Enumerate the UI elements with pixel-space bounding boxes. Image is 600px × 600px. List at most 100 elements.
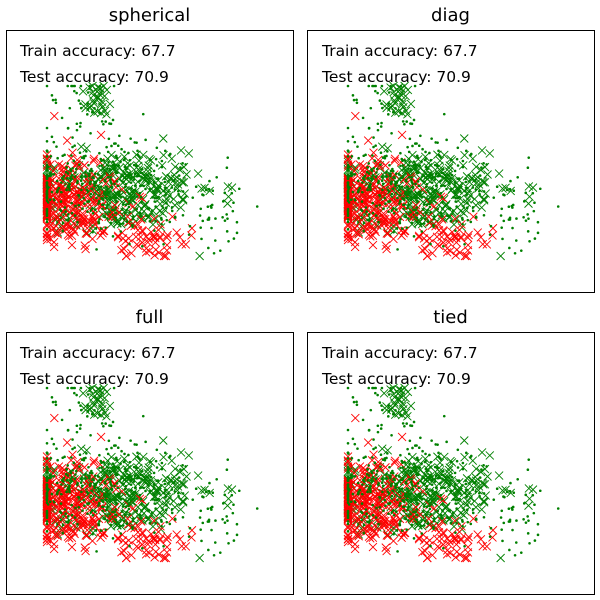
scatter-point-green-dot — [76, 483, 79, 487]
scatter-point-green-dot — [408, 492, 411, 496]
scatter-point-green-dot — [421, 510, 425, 513]
scatter-point-green-dot — [142, 184, 146, 188]
scatter-point-green-x — [390, 99, 400, 108]
scatter-point-red-x — [452, 238, 461, 247]
scatter-point-green-x — [176, 505, 186, 514]
scatter-point-green-dot — [356, 481, 360, 485]
subplot-axes-spherical: Train accuracy: 67.7 Test accuracy: 70.9 — [6, 30, 294, 293]
scatter-point-green-x — [454, 185, 463, 195]
scatter-point-green-dot — [412, 510, 415, 514]
subplot-title-diag: diag — [431, 5, 470, 26]
scatter-point-red-x — [136, 534, 145, 544]
scatter-point-green-dot — [82, 498, 86, 502]
scatter-point-green-dot — [102, 460, 106, 464]
scatter-point-green-dot — [509, 179, 512, 183]
scatter-point-green-dot — [173, 215, 177, 219]
scatter-point-green-dot — [381, 490, 384, 494]
scatter-point-green-dot — [346, 228, 350, 231]
scatter-point-green-dot — [366, 177, 370, 180]
scatter-point-red-x — [50, 197, 59, 206]
scatter-point-green-dot — [65, 490, 68, 494]
scatter-point-green-dot — [514, 541, 518, 544]
scatter-point-green-dot — [526, 213, 529, 216]
scatter-point-green-dot — [77, 505, 81, 509]
scatter-point-green-dot — [415, 508, 419, 511]
scatter-point-green-dot — [455, 521, 458, 525]
scatter-point-green-dot — [360, 200, 364, 203]
scatter-point-green-dot — [439, 513, 443, 517]
scatter-point-green-dot — [413, 444, 417, 447]
scatter-point-green-dot — [135, 207, 139, 211]
scatter-point-green-dot — [117, 192, 121, 195]
scatter-point-green-dot — [97, 504, 100, 507]
scatter-point-green-dot — [123, 513, 127, 517]
scatter-point-green-dot — [436, 175, 440, 178]
scatter-point-green-dot — [454, 498, 458, 502]
scatter-point-red-x — [131, 534, 141, 544]
scatter-point-green-dot — [376, 167, 379, 171]
scatter-point-green-x — [390, 108, 400, 118]
scatter-point-green-dot — [371, 211, 375, 215]
scatter-point-green-dot — [129, 137, 132, 140]
scatter-point-green-x — [390, 393, 399, 402]
scatter-point-green-dot — [401, 466, 405, 469]
scatter-point-green-x — [459, 134, 469, 143]
scatter-point-red-x — [136, 232, 145, 242]
scatter-point-green-dot — [528, 239, 531, 243]
scatter-point-red-x — [119, 244, 129, 254]
scatter-point-green-dot — [395, 528, 399, 532]
scatter-point-green-dot — [407, 505, 410, 508]
scatter-point-green-dot — [194, 185, 198, 188]
scatter-point-red-x — [343, 150, 353, 159]
scatter-point-green-dot — [208, 481, 211, 485]
scatter-point-red-x — [141, 247, 151, 257]
scatter-point-green-dot — [70, 211, 74, 215]
scatter-point-green-dot — [66, 474, 70, 477]
scatter-point-green-dot — [99, 487, 103, 491]
scatter-point-green-dot — [443, 475, 447, 479]
scatter-point-green-dot — [367, 185, 371, 189]
scatter-point-green-dot — [421, 497, 424, 501]
scatter-point-green-x — [506, 488, 516, 498]
scatter-point-green-dot — [105, 487, 108, 491]
scatter-point-green-dot — [194, 487, 198, 490]
scatter-point-green-dot — [88, 474, 91, 478]
scatter-point-green-x — [120, 173, 130, 182]
scatter-point-green-dot — [212, 553, 216, 557]
scatter-point-green-dot — [376, 469, 379, 473]
scatter-point-green-dot — [211, 189, 215, 193]
scatter-point-red-x — [414, 231, 424, 241]
scatter-point-green-dot — [412, 160, 416, 163]
scatter-point-green-dot — [114, 211, 118, 214]
scatter-point-green-dot — [410, 175, 414, 179]
scatter-point-green-dot — [371, 476, 374, 479]
scatter-point-green-dot — [105, 185, 108, 189]
scatter-point-green-dot — [373, 159, 377, 163]
scatter-point-red-x — [424, 519, 434, 529]
scatter-point-green-dot — [394, 106, 397, 110]
scatter-point-green-dot — [138, 211, 142, 215]
scatter-point-green-dot — [132, 517, 135, 520]
scatter-point-green-dot — [346, 451, 350, 454]
scatter-point-green-dot — [410, 480, 413, 484]
scatter-point-green-dot — [456, 177, 459, 181]
scatter-point-green-dot — [133, 195, 136, 198]
scatter-point-red-x — [50, 499, 59, 508]
scatter-point-green-dot — [86, 415, 89, 418]
scatter-point-green-dot — [70, 476, 73, 479]
scatter-point-green-dot — [66, 84, 70, 88]
scatter-point-green-dot — [214, 519, 217, 522]
scatter-point-green-dot — [425, 203, 429, 207]
scatter-point-green-dot — [52, 500, 56, 504]
scatter-point-green-x — [470, 496, 479, 506]
scatter-point-green-dot — [79, 102, 82, 105]
scatter-point-green-dot — [181, 161, 184, 165]
scatter-point-green-dot — [466, 520, 470, 524]
scatter-point-green-dot — [397, 173, 401, 176]
scatter-point-green-dot — [170, 508, 174, 511]
scatter-point-red-x — [71, 208, 81, 218]
scatter-point-green-dot — [473, 178, 477, 182]
scatter-point-green-dot — [461, 524, 464, 528]
scatter-point-green-dot — [412, 235, 416, 238]
scatter-point-green-dot — [76, 181, 79, 185]
